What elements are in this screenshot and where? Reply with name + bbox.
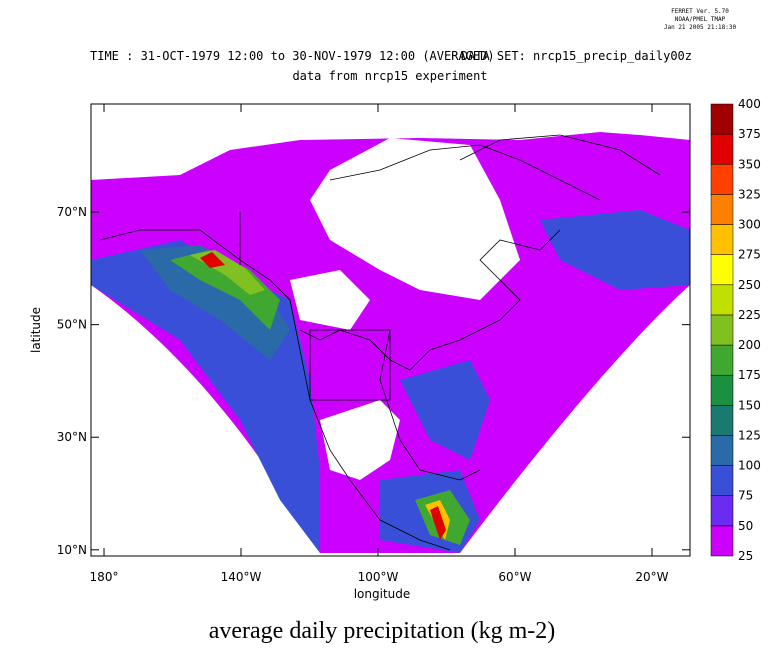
colorbar-box — [710, 133, 734, 165]
y-tick-label: 30°N — [57, 430, 87, 444]
x-tick-label: 140°W — [221, 570, 262, 584]
colorbar-label: 300 — [738, 218, 761, 232]
y-tick-label: 50°N — [57, 318, 87, 332]
time-title: TIME : 31-OCT-1979 12:00 to 30-NOV-1979 … — [90, 49, 495, 63]
colorbar-label: 375 — [738, 127, 761, 141]
colorbar-box — [710, 374, 734, 406]
colorbar-label: 225 — [738, 308, 761, 322]
stamp: NOAA/PMEL TMAP — [675, 16, 726, 23]
colorbar-box — [710, 435, 734, 466]
colorbar-box — [710, 314, 734, 346]
colorbar: 25 50 75 100 125 150 175 200 225 250 275 300 325 350 3… — [710, 97, 761, 563]
colorbar-label: 100 — [738, 459, 761, 473]
colorbar-label: 25 — [738, 549, 753, 563]
colorbar-label: 200 — [738, 338, 761, 352]
colorbar-label: 400 — [738, 97, 761, 111]
colorbar-box — [710, 525, 734, 557]
x-tick-label: 60°W — [498, 570, 531, 584]
x-tick-label: 20°W — [635, 570, 668, 584]
colorbar-label: 50 — [738, 519, 753, 533]
colorbar-box — [710, 103, 734, 135]
colorbar-label: 75 — [738, 489, 753, 503]
stamp: FERRET Ver. 5.70 — [671, 8, 729, 15]
colorbar-box — [710, 405, 734, 436]
colorbar-label: 325 — [738, 187, 761, 201]
y-tick-label: 70°N — [57, 205, 87, 219]
colorbar-box — [710, 194, 734, 225]
dataset-title: DATA SET: nrcp15_precip_daily00z — [461, 49, 692, 63]
colorbar-label: 125 — [738, 428, 761, 442]
colorbar-label: 175 — [738, 368, 761, 382]
colorbar-label: 250 — [738, 278, 761, 292]
stamp: Jan 21 2005 21:18:30 — [664, 24, 737, 31]
colorbar-label: 150 — [738, 398, 761, 412]
x-tick-label: 100°W — [358, 570, 399, 584]
y-tick-label: 10°N — [57, 543, 87, 557]
colorbar-label: 275 — [738, 248, 761, 262]
axes: 180° 140°W 100°W 60°W 20°W 10°N 30°N 50°N 70°N — [57, 104, 690, 584]
map-field — [91, 132, 690, 553]
coastlines — [99, 134, 661, 551]
colorbar-box — [710, 284, 734, 316]
colorbar-box — [710, 495, 734, 527]
colorbar-box — [710, 344, 734, 376]
caption: average daily precipitation (kg m-2) — [209, 618, 556, 644]
subtitle: data from nrcp15 experiment — [292, 69, 487, 83]
colorbar-box — [710, 465, 734, 496]
x-tick-label: 180° — [90, 570, 119, 584]
plot-frame — [90, 103, 691, 557]
colorbar-box — [710, 224, 734, 255]
colorbar-box — [710, 254, 734, 286]
x-axis-label: longitude — [354, 587, 411, 601]
y-axis-label: latitude — [29, 307, 43, 353]
colorbar-label: 350 — [738, 157, 761, 171]
colorbar-box — [710, 164, 734, 195]
